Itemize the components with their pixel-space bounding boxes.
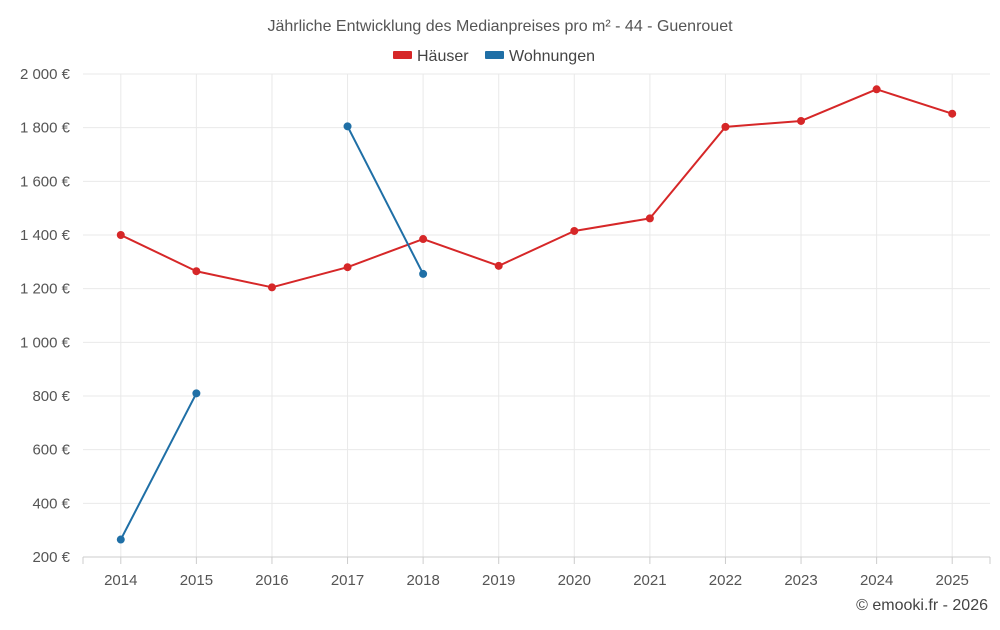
y-tick-label: 400 €: [32, 495, 70, 512]
x-tick-label: 2019: [482, 572, 515, 589]
legend-label: Wohnungen: [509, 48, 595, 65]
y-tick-label: 1 200 €: [20, 281, 71, 298]
series-line: [346, 125, 425, 275]
data-point[interactable]: [343, 122, 352, 131]
y-tick-label: 200 €: [32, 549, 70, 566]
y-tick-label: 1 000 €: [20, 334, 71, 351]
x-tick-label: 2025: [936, 572, 969, 589]
data-point[interactable]: [494, 261, 503, 270]
chart-title: Jährliche Entwicklung des Medianpreises …: [267, 18, 733, 35]
data-point[interactable]: [948, 109, 957, 118]
data-point[interactable]: [267, 283, 276, 292]
y-tick-label: 1 800 €: [20, 120, 71, 137]
data-point[interactable]: [721, 122, 730, 131]
grid-layer: [83, 73, 990, 558]
x-tick-label: 2021: [633, 572, 666, 589]
data-point[interactable]: [570, 226, 579, 235]
y-tick-label: 1 600 €: [20, 173, 71, 190]
data-point[interactable]: [116, 231, 125, 239]
x-tick-label: 2015: [180, 572, 213, 589]
series-0: [116, 85, 957, 292]
axis-layer: 200 € 400 € 600 € 800 € 1 000 € 1 200 € 1 400 …: [20, 66, 991, 589]
data-point[interactable]: [192, 267, 201, 276]
x-tick-label: 2023: [784, 572, 817, 589]
legend-item[interactable]: Häuser: [393, 48, 469, 65]
x-tick-label: 2018: [406, 572, 439, 589]
legend-swatch: [393, 51, 412, 59]
series-1: [116, 122, 428, 544]
data-point[interactable]: [419, 235, 428, 244]
y-tick-label: 1 400 €: [20, 227, 71, 244]
legend-swatch: [485, 51, 504, 59]
data-point[interactable]: [343, 263, 352, 272]
legend-item[interactable]: Wohnungen: [485, 48, 595, 65]
x-tick-label: 2017: [331, 572, 364, 589]
x-tick-label: 2022: [709, 572, 742, 589]
x-tick-label: 2024: [860, 572, 893, 589]
legend[interactable]: Häuser Wohnungen: [393, 48, 595, 65]
data-point[interactable]: [872, 85, 881, 94]
data-point[interactable]: [797, 116, 806, 125]
y-tick-label: 600 €: [32, 442, 70, 459]
y-tick-label: 800 €: [32, 388, 70, 405]
data-point[interactable]: [645, 214, 654, 223]
x-tick-label: 2020: [558, 572, 591, 589]
series-line: [120, 88, 953, 289]
legend-label: Häuser: [417, 48, 469, 65]
credit-label: © emooki.fr - 2026: [856, 597, 988, 614]
series-layer: [116, 85, 957, 544]
data-point[interactable]: [419, 269, 428, 278]
y-tick-label: 2 000 €: [20, 66, 71, 83]
data-point[interactable]: [192, 389, 201, 398]
data-point[interactable]: [116, 535, 125, 544]
x-tick-label: 2016: [255, 572, 288, 589]
series-line: [119, 392, 198, 541]
x-tick-label: 2014: [104, 572, 137, 589]
